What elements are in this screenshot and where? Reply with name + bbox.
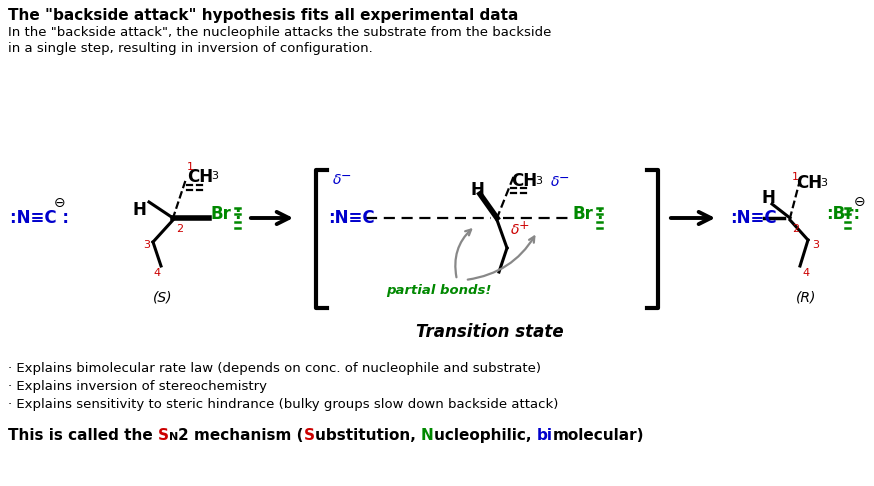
Text: CH: CH bbox=[796, 174, 822, 192]
Text: N: N bbox=[421, 428, 434, 443]
Text: 4: 4 bbox=[802, 268, 809, 278]
Text: 2: 2 bbox=[176, 224, 184, 234]
Text: partial bonds!: partial bonds! bbox=[386, 283, 492, 296]
Text: · Explains sensitivity to steric hindrance (bulky groups slow down backside atta: · Explains sensitivity to steric hindran… bbox=[8, 398, 558, 411]
Text: Transition state: Transition state bbox=[416, 323, 564, 341]
Text: The "backside attack" hypothesis fits all experimental data: The "backside attack" hypothesis fits al… bbox=[8, 8, 518, 23]
Text: 3: 3 bbox=[211, 171, 218, 181]
Text: δ: δ bbox=[551, 175, 559, 189]
Text: (R): (R) bbox=[796, 290, 816, 304]
Text: This is called the: This is called the bbox=[8, 428, 158, 443]
Text: :: : bbox=[234, 205, 240, 223]
Text: H: H bbox=[470, 181, 484, 199]
Text: :: : bbox=[596, 205, 603, 223]
Text: −: − bbox=[341, 170, 351, 183]
Text: −: − bbox=[558, 172, 569, 185]
Text: ubstitution,: ubstitution, bbox=[315, 428, 421, 443]
Text: 3: 3 bbox=[535, 176, 542, 186]
Text: ucleophilic,: ucleophilic, bbox=[434, 428, 537, 443]
Text: · Explains inversion of stereochemistry: · Explains inversion of stereochemistry bbox=[8, 380, 267, 393]
Text: S: S bbox=[158, 428, 169, 443]
Text: in a single step, resulting in inversion of configuration.: in a single step, resulting in inversion… bbox=[8, 42, 372, 55]
Text: N: N bbox=[169, 432, 178, 442]
Text: δ: δ bbox=[333, 173, 341, 187]
Text: 2 mechanism (: 2 mechanism ( bbox=[178, 428, 304, 443]
Text: ⊖: ⊖ bbox=[854, 195, 866, 209]
Text: Br: Br bbox=[211, 205, 232, 223]
Text: CH: CH bbox=[511, 172, 538, 190]
Text: 4: 4 bbox=[153, 268, 160, 278]
Text: H: H bbox=[132, 201, 146, 219]
Text: S: S bbox=[304, 428, 315, 443]
Text: Br: Br bbox=[573, 205, 593, 223]
Text: molecular): molecular) bbox=[552, 428, 644, 443]
Text: CH: CH bbox=[187, 168, 213, 186]
Text: :N≡C :: :N≡C : bbox=[10, 209, 69, 227]
Text: +: + bbox=[518, 219, 530, 231]
Text: :N≡C: :N≡C bbox=[328, 209, 375, 227]
Text: :N≡C: :N≡C bbox=[730, 209, 777, 227]
Text: 2: 2 bbox=[792, 224, 799, 234]
Text: 1: 1 bbox=[792, 172, 799, 182]
Text: δ: δ bbox=[510, 223, 519, 237]
Text: · Explains bimolecular rate law (depends on conc. of nucleophile and substrate): · Explains bimolecular rate law (depends… bbox=[8, 362, 541, 375]
Text: ⊖: ⊖ bbox=[54, 196, 66, 210]
Text: bi: bi bbox=[537, 428, 552, 443]
Text: :Br:: :Br: bbox=[826, 205, 860, 223]
Text: (S): (S) bbox=[153, 290, 173, 304]
Text: In the "backside attack", the nucleophile attacks the substrate from the backsid: In the "backside attack", the nucleophil… bbox=[8, 26, 551, 39]
Text: 1: 1 bbox=[187, 162, 194, 172]
Text: 3: 3 bbox=[143, 240, 150, 250]
Text: 3: 3 bbox=[812, 240, 819, 250]
Text: H: H bbox=[761, 189, 775, 207]
Text: 3: 3 bbox=[820, 178, 827, 188]
